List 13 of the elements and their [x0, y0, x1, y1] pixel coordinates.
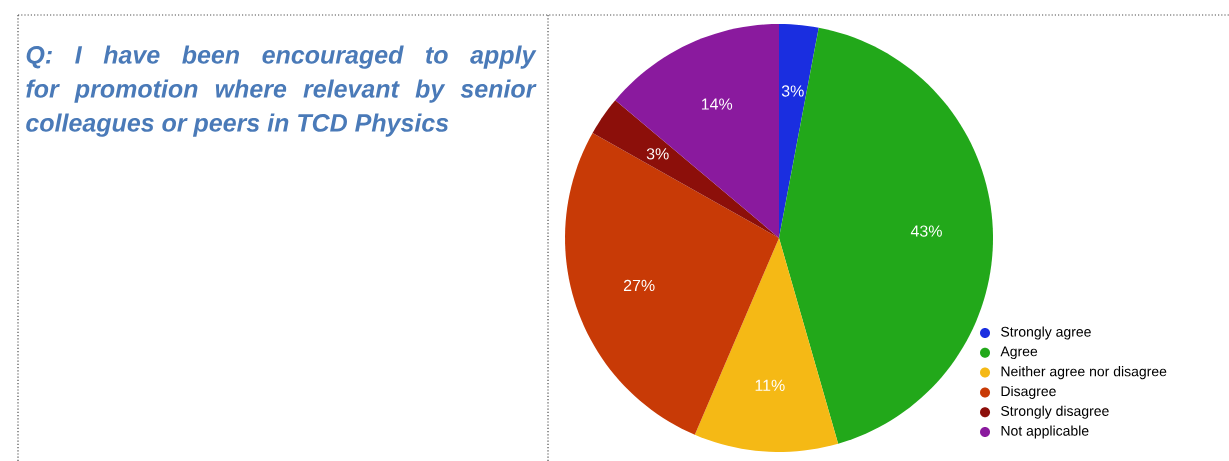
- data-label: 3%: [781, 85, 804, 97]
- data-label: 27%: [623, 279, 655, 291]
- legend-label: Disagree: [1001, 385, 1056, 399]
- data-label: 14%: [701, 98, 733, 110]
- legend-label: Not applicable: [1001, 425, 1089, 439]
- data-label: 43%: [910, 225, 942, 237]
- text: Q: I have been encouraged to apply for promotion where relevant by senior colleagues or peers in TCD Physics: [26, 45, 537, 137]
- data-label: 11%: [755, 379, 785, 391]
- legend-label: Neither agree nor disagree: [1001, 366, 1167, 380]
- legend-label: Agree: [1000, 346, 1038, 360]
- data-label: 3%: [646, 148, 669, 160]
- legend-label: Strongly agree: [1001, 326, 1091, 340]
- legend-label: Strongly disagree: [1001, 405, 1109, 419]
